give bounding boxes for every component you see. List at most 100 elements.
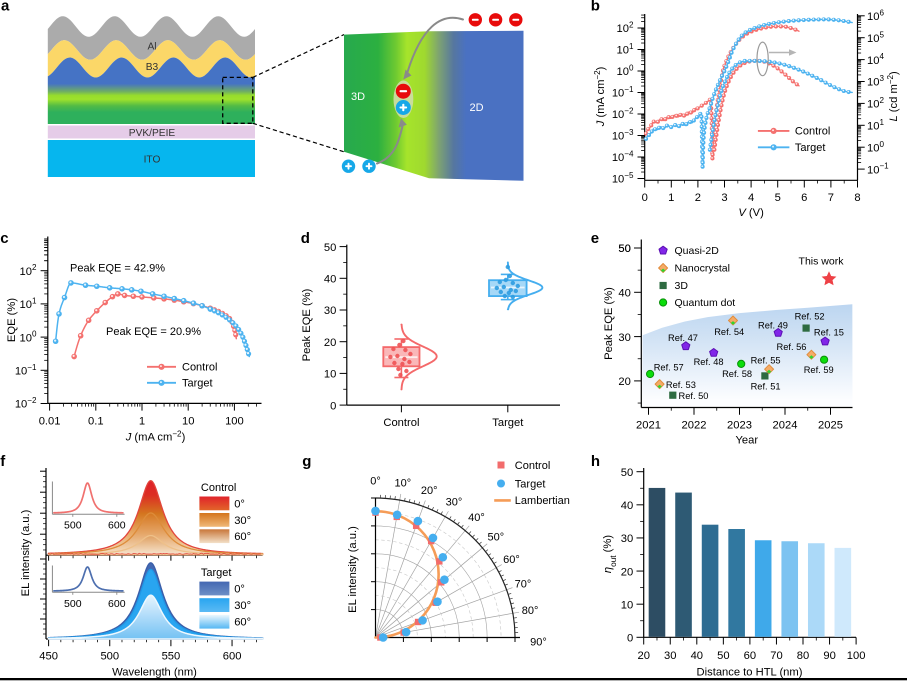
- svg-text:Ref. 58: Ref. 58: [722, 369, 752, 379]
- svg-text:Target: Target: [201, 567, 232, 579]
- svg-text:Target: Target: [795, 142, 826, 154]
- svg-text:30°: 30°: [234, 515, 251, 527]
- svg-text:Control: Control: [795, 126, 830, 138]
- svg-text:EQE (%): EQE (%): [6, 298, 18, 342]
- svg-text:20°: 20°: [421, 485, 438, 497]
- svg-text:500: 500: [100, 651, 119, 663]
- svg-text:Quantum dot: Quantum dot: [675, 297, 736, 309]
- svg-text:8: 8: [854, 192, 860, 204]
- svg-text:50: 50: [618, 243, 630, 255]
- svg-text:This work: This work: [799, 256, 845, 268]
- svg-text:20: 20: [324, 337, 336, 349]
- svg-text:40: 40: [691, 650, 703, 662]
- svg-text:80°: 80°: [522, 605, 539, 617]
- svg-text:0°: 0°: [234, 498, 245, 510]
- svg-text:PVK/PEIE: PVK/PEIE: [129, 128, 176, 139]
- svg-text:3D: 3D: [675, 280, 689, 292]
- svg-text:Ref. 54: Ref. 54: [714, 327, 744, 337]
- svg-text:Ref. 50: Ref. 50: [679, 391, 709, 401]
- svg-text:Lambertian: Lambertian: [515, 495, 570, 507]
- svg-text:Control: Control: [182, 362, 217, 374]
- svg-text:70°: 70°: [515, 579, 532, 591]
- svg-text:Al: Al: [147, 42, 156, 53]
- svg-text:Control: Control: [201, 482, 236, 494]
- svg-text:Peak EQE (%): Peak EQE (%): [301, 288, 313, 361]
- svg-text:5: 5: [775, 192, 781, 204]
- svg-text:3: 3: [721, 192, 727, 204]
- svg-text:10: 10: [182, 416, 194, 428]
- svg-text:0: 0: [642, 192, 648, 204]
- svg-text:40: 40: [324, 274, 336, 286]
- svg-text:Distance to HTL (nm): Distance to HTL (nm): [697, 667, 803, 679]
- svg-text:Ref. 47: Ref. 47: [668, 333, 698, 343]
- svg-text:d: d: [301, 230, 310, 247]
- svg-text:a: a: [1, 0, 10, 14]
- svg-text:10: 10: [621, 599, 633, 611]
- svg-text:2025: 2025: [818, 420, 843, 432]
- svg-text:90: 90: [823, 650, 835, 662]
- svg-text:Peak EQE = 42.9%: Peak EQE = 42.9%: [70, 263, 165, 275]
- svg-text:c: c: [0, 230, 8, 247]
- svg-text:50: 50: [621, 467, 633, 479]
- svg-text:V (V): V (V): [738, 207, 764, 219]
- svg-text:50: 50: [324, 242, 336, 254]
- svg-text:Ref. 49: Ref. 49: [758, 321, 788, 331]
- svg-text:Peak EQE (%): Peak EQE (%): [603, 287, 615, 360]
- svg-text:2024: 2024: [773, 420, 798, 432]
- svg-text:Quasi-2D: Quasi-2D: [675, 245, 720, 257]
- svg-text:500: 500: [64, 520, 82, 532]
- svg-text:0: 0: [330, 400, 336, 412]
- svg-text:2021: 2021: [636, 420, 661, 432]
- svg-text:40: 40: [621, 500, 633, 512]
- svg-text:600: 600: [108, 520, 126, 532]
- svg-text:e: e: [591, 230, 599, 247]
- svg-text:1: 1: [139, 416, 145, 428]
- svg-text:30°: 30°: [234, 600, 251, 612]
- svg-text:550: 550: [162, 651, 181, 663]
- svg-text:Ref. 51: Ref. 51: [751, 381, 781, 391]
- svg-text:b: b: [591, 0, 600, 14]
- svg-text:60°: 60°: [234, 617, 251, 629]
- svg-text:h: h: [591, 453, 600, 470]
- svg-text:3D: 3D: [351, 91, 365, 103]
- svg-text:10: 10: [324, 369, 336, 381]
- svg-text:60°: 60°: [234, 531, 251, 543]
- svg-text:Ref. 55: Ref. 55: [751, 355, 781, 365]
- svg-text:Target: Target: [515, 479, 546, 491]
- svg-text:600: 600: [223, 651, 242, 663]
- svg-text:0°: 0°: [370, 475, 381, 487]
- svg-text:2022: 2022: [682, 420, 707, 432]
- svg-text:Ref. 59: Ref. 59: [804, 365, 834, 375]
- svg-text:6: 6: [801, 192, 807, 204]
- svg-text:30: 30: [324, 305, 336, 317]
- svg-text:B3: B3: [146, 62, 159, 73]
- svg-text:Ref. 15: Ref. 15: [814, 328, 844, 338]
- svg-text:60°: 60°: [503, 554, 520, 566]
- svg-text:60: 60: [744, 650, 756, 662]
- svg-text:40°: 40°: [468, 512, 485, 524]
- svg-text:90°: 90°: [530, 636, 547, 648]
- svg-text:2D: 2D: [469, 102, 483, 114]
- svg-text:Year: Year: [735, 435, 758, 447]
- svg-text:50°: 50°: [487, 531, 504, 543]
- svg-text:80: 80: [797, 650, 809, 662]
- svg-text:70: 70: [770, 650, 782, 662]
- svg-text:0: 0: [627, 633, 633, 645]
- svg-text:500: 500: [64, 598, 82, 610]
- svg-text:40: 40: [618, 288, 630, 300]
- svg-text:Wavelength (nm): Wavelength (nm): [112, 667, 197, 679]
- svg-text:Control: Control: [515, 460, 550, 472]
- svg-text:1: 1: [668, 192, 674, 204]
- svg-text:4: 4: [748, 192, 754, 204]
- svg-text:7: 7: [828, 192, 834, 204]
- svg-text:20: 20: [618, 376, 630, 388]
- svg-text:0.01: 0.01: [39, 416, 61, 428]
- svg-text:100: 100: [225, 416, 244, 428]
- svg-text:Ref. 52: Ref. 52: [795, 312, 825, 322]
- svg-text:30: 30: [664, 650, 676, 662]
- svg-text:Ref. 53: Ref. 53: [666, 380, 696, 390]
- svg-text:g: g: [302, 453, 311, 470]
- svg-text:Ref. 57: Ref. 57: [654, 363, 684, 373]
- svg-text:0°: 0°: [234, 584, 245, 596]
- svg-text:30°: 30°: [446, 496, 463, 508]
